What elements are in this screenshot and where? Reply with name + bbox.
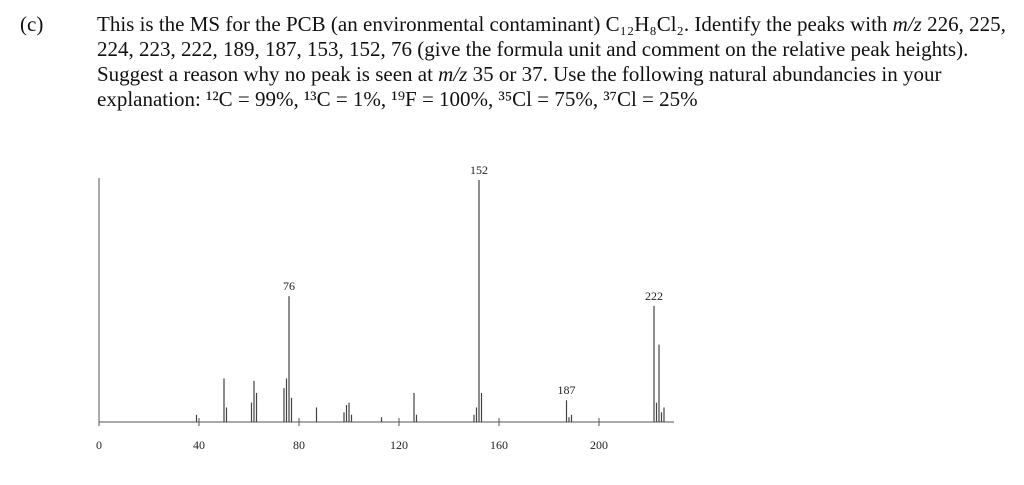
mass-spectrum: 0 40 80 120 160 200 76 152 187 222 xyxy=(96,163,674,452)
x-tick-label: 80 xyxy=(293,438,305,452)
peak-label: 187 xyxy=(558,383,576,397)
text-run: m/z xyxy=(438,62,468,86)
x-tick-label: 160 xyxy=(490,438,508,452)
text-run: 226, 225, 224, 223, 222, 189, 187, 153, … xyxy=(97,12,1006,86)
peak-label: 76 xyxy=(283,279,295,293)
peak-label: 152 xyxy=(470,163,488,177)
x-tick-label: 200 xyxy=(590,438,608,452)
peak-label: 222 xyxy=(645,289,663,303)
x-tick-label: 40 xyxy=(193,438,205,452)
question-label: (c) xyxy=(20,12,44,36)
question-text: This is the MS for the PCB (an environme… xyxy=(97,12,1012,112)
x-tick-label: 120 xyxy=(390,438,408,452)
text-run: m/z xyxy=(892,12,922,36)
text-run: 35 or 37. Use the following natural abun… xyxy=(97,62,942,111)
x-tick-label: 0 xyxy=(96,438,102,452)
text-run: This is the MS for the PCB (an environme… xyxy=(97,12,893,36)
